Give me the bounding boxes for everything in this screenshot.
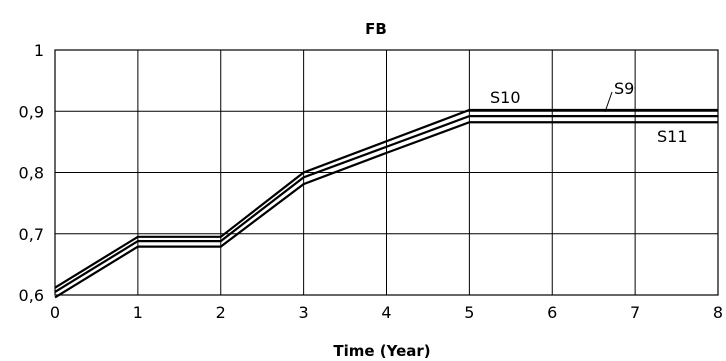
annotation-s11: S11: [657, 127, 688, 146]
series-line-s10: [54, 108, 718, 289]
annotation-s10: S10: [490, 88, 521, 107]
y-tick-label: 0,9: [19, 102, 44, 121]
x-tick-label: 0: [50, 303, 60, 322]
y-tick-label: 1: [34, 41, 44, 60]
y-tick-label: 0,8: [19, 164, 44, 183]
x-tick-label: 3: [299, 303, 309, 322]
x-tick-label: 1: [133, 303, 143, 322]
y-tick-labels: 0,6 0,7 0,8 0,9 1: [19, 41, 44, 305]
series-line-s9: [54, 115, 718, 293]
series-lines: [54, 108, 718, 299]
series-annotations: S10 S9 S11: [490, 79, 688, 146]
x-tick-label: 8: [713, 303, 723, 322]
x-tick-labels: 0 1 2 3 4 5 6 7 8: [50, 303, 723, 322]
x-axis-label: Time (Year): [333, 342, 430, 360]
x-tick-label: 4: [381, 303, 391, 322]
series-line-s11: [54, 121, 718, 299]
plot-frame: [54, 49, 719, 296]
y-tick-label: 0,6: [19, 286, 44, 305]
annotation-s9: S9: [614, 79, 634, 98]
x-tick-label: 6: [547, 303, 557, 322]
grid: [55, 50, 718, 295]
y-tick-label: 0,7: [19, 225, 44, 244]
x-tick-label: 7: [630, 303, 640, 322]
chart-title: FB: [365, 20, 387, 38]
annotation-leader-s9: [604, 91, 613, 113]
x-tick-label: 5: [464, 303, 474, 322]
x-tick-label: 2: [216, 303, 226, 322]
